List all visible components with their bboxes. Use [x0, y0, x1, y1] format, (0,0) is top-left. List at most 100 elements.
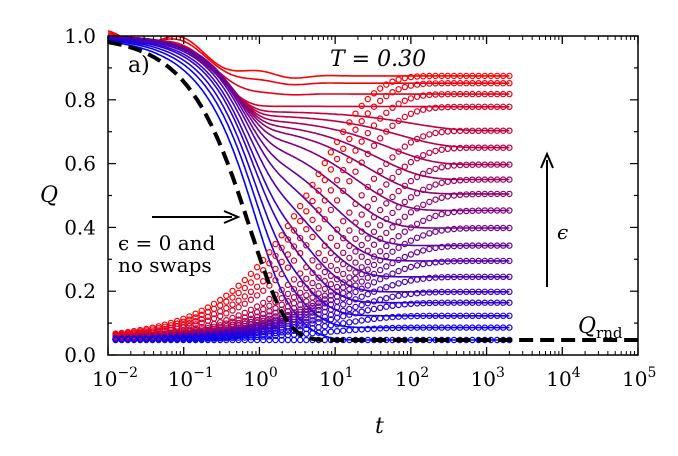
series-marker: [309, 294, 316, 301]
series-marker: [456, 312, 464, 319]
series-marker: [290, 336, 298, 344]
series-marker: [383, 263, 390, 270]
series-marker: [241, 284, 248, 292]
series-marker: [432, 324, 439, 331]
series-marker: [180, 315, 187, 322]
series-marker: [333, 242, 341, 249]
series-marker: [340, 260, 347, 268]
series-marker: [420, 186, 427, 193]
series-marker: [500, 79, 507, 87]
series-marker: [247, 296, 255, 303]
series-marker: [223, 292, 230, 299]
series-marker: [186, 316, 193, 323]
series-marker: [432, 228, 439, 235]
series-marker: [358, 317, 365, 324]
series-marker: [309, 309, 316, 316]
series-marker: [413, 324, 421, 331]
series-marker: [500, 72, 507, 80]
series-marker: [463, 312, 470, 319]
series-marker: [290, 305, 298, 312]
series-marker: [284, 251, 292, 258]
series-marker: [321, 285, 328, 293]
series-marker: [506, 144, 513, 151]
series-marker: [506, 190, 513, 198]
series-marker: [352, 126, 359, 133]
series-marker: [315, 306, 322, 314]
series-marker: [315, 329, 322, 336]
series-marker: [407, 251, 415, 258]
series-marker: [364, 221, 371, 228]
series-marker: [352, 326, 359, 333]
series-marker: [327, 234, 335, 241]
series-marker: [223, 310, 230, 317]
series-marker: [297, 217, 304, 225]
series-marker: [395, 86, 402, 93]
series-marker: [352, 303, 359, 311]
series-marker: [370, 142, 378, 149]
series-marker: [389, 88, 396, 96]
series-marker: [303, 225, 310, 233]
series-marker: [210, 310, 218, 318]
series-marker: [469, 161, 476, 168]
series-marker: [266, 302, 273, 309]
series-marker: [297, 317, 304, 324]
series-marker: [124, 336, 132, 344]
series-marker: [192, 321, 199, 328]
series-marker: [290, 213, 298, 220]
series-marker: [500, 207, 507, 214]
series-marker: [204, 304, 212, 311]
series-marker: [426, 167, 433, 175]
series-marker: [297, 270, 304, 277]
series-marker: [506, 90, 513, 98]
series-marker: [192, 336, 199, 344]
series-marker: [475, 273, 482, 280]
series-marker: [284, 325, 292, 332]
series-marker: [420, 106, 427, 113]
series-marker: [297, 320, 304, 327]
series-marker: [377, 97, 384, 105]
series-marker: [383, 273, 390, 280]
series-marker: [198, 307, 205, 314]
series-marker: [463, 225, 470, 232]
series-marker: [266, 330, 273, 337]
series-marker: [229, 314, 236, 322]
series-marker: [278, 295, 285, 302]
series-marker: [506, 273, 513, 280]
series-marker: [432, 129, 439, 137]
series-marker: [352, 269, 359, 276]
no-swap-label-line2: no swaps: [118, 253, 212, 277]
series-marker: [506, 257, 513, 265]
series-marker: [223, 336, 230, 344]
series-marker: [493, 127, 501, 134]
series-marker: [290, 276, 298, 283]
series-marker: [469, 90, 476, 98]
series-marker: [481, 288, 488, 295]
series-marker: [370, 122, 378, 129]
series-marker: [444, 312, 451, 319]
series-marker: [500, 103, 507, 111]
series-marker: [377, 85, 384, 92]
series-marker: [278, 270, 285, 278]
series-marker: [401, 313, 408, 320]
series-marker: [377, 286, 384, 293]
x-tick-label: 104: [546, 365, 580, 391]
series-marker: [309, 197, 316, 205]
series-marker: [383, 295, 390, 302]
series-marker: [327, 288, 335, 295]
series-marker: [315, 290, 322, 297]
series-marker: [235, 336, 242, 344]
series-marker: [167, 336, 175, 344]
series-marker: [315, 170, 322, 178]
series-marker: [198, 311, 205, 318]
series-marker: [469, 312, 476, 319]
series-marker: [432, 212, 439, 220]
x-tick-label: 101: [319, 365, 353, 391]
series-marker: [487, 273, 495, 280]
series-marker: [346, 227, 353, 234]
series-marker: [229, 334, 236, 342]
series-marker: [315, 303, 322, 310]
series-marker: [426, 149, 433, 156]
series-marker: [456, 208, 464, 215]
series-marker: [346, 119, 353, 126]
